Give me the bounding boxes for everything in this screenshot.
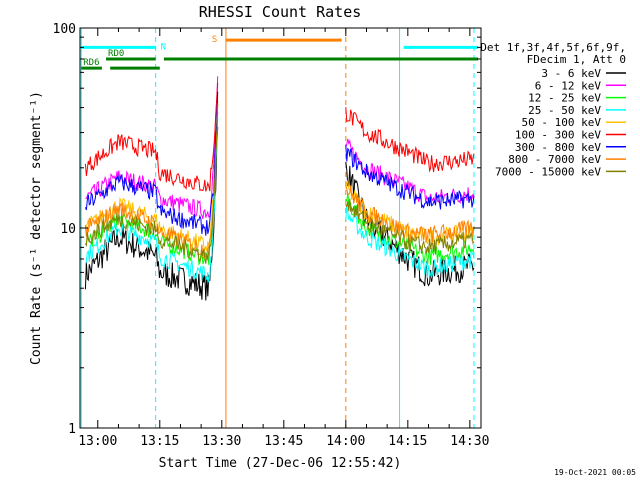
series-line <box>84 117 219 283</box>
legend-entry: 7000 - 15000 keV <box>495 165 601 178</box>
y-axis-label: Count Rate (s⁻¹ detector segment⁻¹) <box>29 91 44 365</box>
y-tick-label: 1 <box>68 422 76 437</box>
legend-entry: 12 - 25 keV <box>528 92 601 105</box>
x-tick-label: 13:45 <box>264 434 303 449</box>
state-bar-label: RD6 <box>83 58 99 68</box>
legend-entry: 100 - 300 keV <box>515 129 601 142</box>
state-bar-label: RD0 <box>108 49 124 59</box>
x-tick-label: 13:00 <box>78 434 117 449</box>
state-bar-label: S <box>212 35 217 45</box>
series-line <box>345 179 475 246</box>
series-line <box>345 192 475 265</box>
y-tick-label: 100 <box>53 22 76 37</box>
chart-title: RHESSI Count Rates <box>199 3 362 21</box>
x-axis: 13:00 13:15 13:30 13:45 14:00 14:15 14:30 <box>78 28 489 449</box>
legend-entry: 50 - 100 keV <box>522 116 602 129</box>
series-line <box>84 111 219 260</box>
state-marker-label: N <box>161 42 166 52</box>
state-bars: RD0 RD6 S N <box>81 35 479 70</box>
x-tick-label: 14:30 <box>450 434 489 449</box>
legend-header: Det 1f,3f,4f,5f,6f,9f, <box>480 41 626 54</box>
legend-header: FDecim 1, Att 0 <box>527 53 626 66</box>
series-line <box>345 185 475 243</box>
series-line <box>84 103 219 264</box>
x-tick-label: 13:30 <box>202 434 241 449</box>
series-line <box>345 138 475 205</box>
legend-entry: 6 - 12 keV <box>535 79 602 92</box>
series-line <box>84 126 219 301</box>
legend-entry: 300 - 800 keV <box>515 141 601 154</box>
x-axis-label: Start Time (27-Dec-06 12:55:42) <box>159 456 402 471</box>
legend-entry: 800 - 7000 keV <box>508 153 601 166</box>
x-tick-label: 13:15 <box>140 434 179 449</box>
series-line <box>345 198 475 255</box>
series-layer <box>84 76 475 301</box>
timestamp: 19-Oct-2021 00:05 <box>554 468 636 477</box>
legend-entry: 3 - 6 keV <box>541 67 601 80</box>
series-line <box>345 144 475 210</box>
series-line <box>84 91 219 236</box>
y-axis: 1 10 100 <box>53 22 481 437</box>
legend: Det 1f,3f,4f,5f,6f,9f,FDecim 1, Att 03 -… <box>480 41 626 178</box>
series-line <box>345 107 475 173</box>
series-line <box>345 206 475 280</box>
y-tick-label: 10 <box>60 222 76 237</box>
x-tick-label: 14:15 <box>388 434 427 449</box>
legend-entry: 25 - 50 keV <box>528 104 601 117</box>
series-line <box>84 82 219 192</box>
x-tick-label: 14:00 <box>326 434 365 449</box>
series-line <box>85 76 219 220</box>
